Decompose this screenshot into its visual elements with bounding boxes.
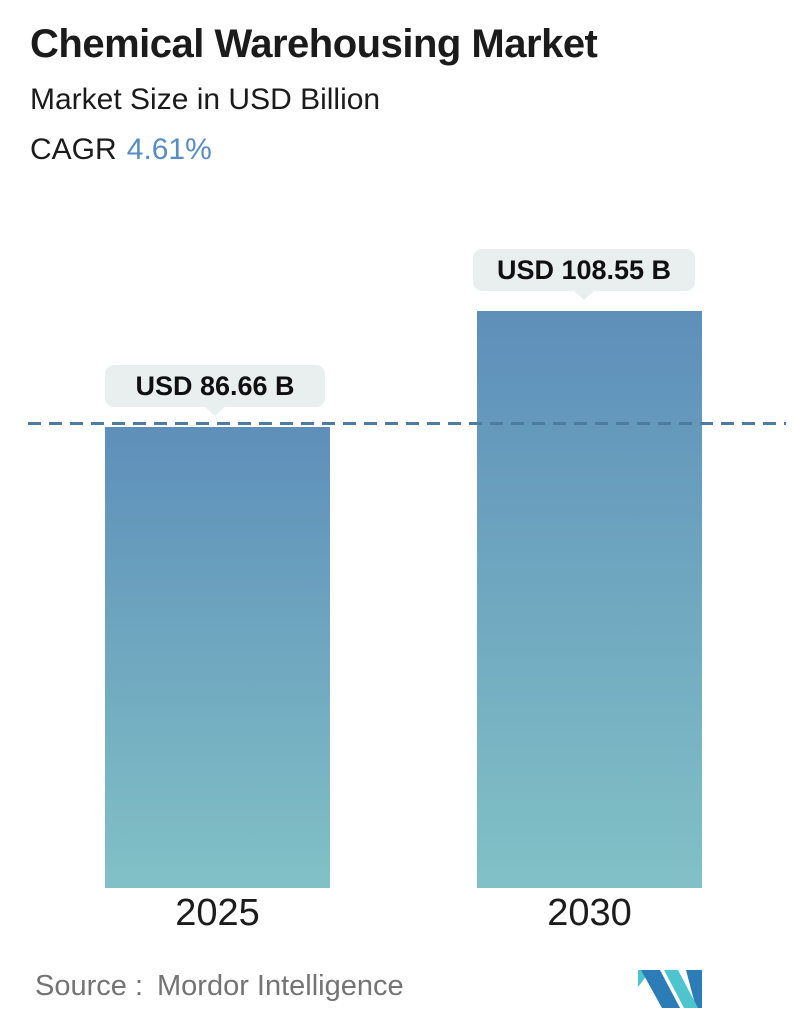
value-label-2030: USD 108.55 B [496,254,672,285]
bar-2030 [477,311,702,888]
cagr-value: 4.61% [126,133,212,166]
source-value: Mordor Intelligence [157,970,404,1002]
value-label-2025: USD 86.66 B [135,370,295,401]
page-title: Chemical Warehousing Market [30,22,598,66]
x-axis-label-2030: 2030 [547,892,632,934]
chart-subtitle: Market Size in USD Billion [30,83,381,116]
cagr-label: CAGR [30,133,117,166]
mordor-intelligence-logo [638,970,702,1008]
source-line: Source : Mordor Intelligence [35,970,404,1003]
baseline-dashed-line [28,422,786,425]
bar-2025 [105,427,330,888]
value-callout-2025: USD 86.66 B [105,365,325,407]
value-callout-2030: USD 108.55 B [473,249,695,291]
cagr-line: CAGR 4.61% [30,133,212,167]
x-axis-label-2025: 2025 [175,892,260,934]
source-label: Source : [35,970,143,1002]
